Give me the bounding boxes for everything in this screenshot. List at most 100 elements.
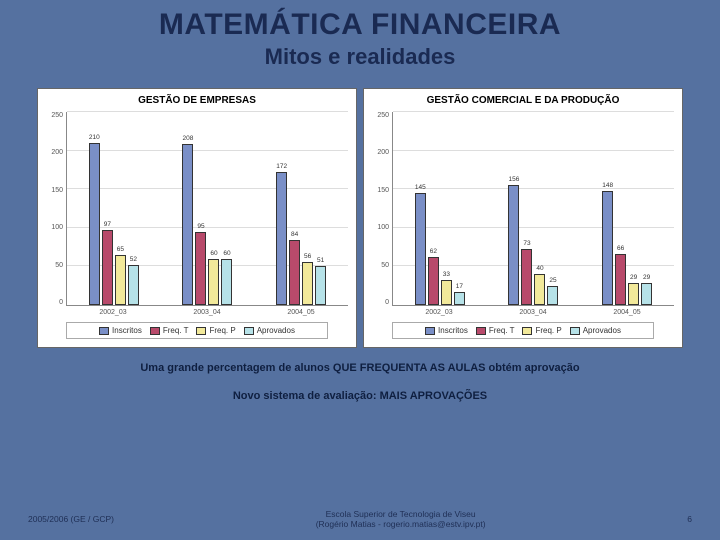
legend-item: Freq. P bbox=[196, 326, 235, 335]
body-line-2: Novo sistema de avaliação: MAIS APROVAÇÕ… bbox=[0, 390, 720, 402]
bar: 40 bbox=[534, 274, 545, 305]
legend-item: Inscritos bbox=[425, 326, 468, 335]
footer: 2005/2006 (GE / GCP) Escola Superior de … bbox=[0, 509, 720, 530]
footer-center-line2: (Rogério Matias - rogerio.matias@estv.ip… bbox=[316, 519, 486, 530]
bar-value-label: 56 bbox=[304, 253, 311, 260]
bar-value-label: 95 bbox=[197, 223, 204, 230]
bar-value-label: 66 bbox=[617, 245, 624, 252]
bar: 65 bbox=[115, 255, 126, 305]
bar-group: 208956060 bbox=[182, 112, 232, 305]
y-tick-label: 50 bbox=[381, 262, 389, 269]
bar: 60 bbox=[208, 259, 219, 305]
main-title: MATEMÁTICA FINANCEIRA bbox=[0, 0, 720, 42]
y-tick-label: 100 bbox=[377, 224, 389, 231]
x-tick-label: 2003_04 bbox=[193, 309, 220, 316]
y-tick-label: 150 bbox=[51, 187, 63, 194]
footer-left: 2005/2006 (GE / GCP) bbox=[28, 514, 114, 524]
y-tick-label: 200 bbox=[377, 149, 389, 156]
bar-value-label: 29 bbox=[643, 274, 650, 281]
plot-area: 145623317156734025148662929 bbox=[392, 112, 674, 306]
bar-value-label: 29 bbox=[630, 274, 637, 281]
bar-groups: 210976552208956060172845651 bbox=[67, 112, 348, 305]
chart-title: GESTÃO DE EMPRESAS bbox=[38, 89, 356, 110]
body-line-1: Uma grande percentagem de alunos QUE FRE… bbox=[0, 362, 720, 374]
legend-item: Inscritos bbox=[99, 326, 142, 335]
bar: 210 bbox=[89, 143, 100, 305]
legend-label: Freq. P bbox=[209, 326, 235, 335]
charts-row: GESTÃO DE EMPRESAS0501001502002502109765… bbox=[0, 88, 720, 348]
plot-wrap: 0501001502002502109765522089560601728456… bbox=[38, 110, 356, 306]
legend-item: Freq. T bbox=[476, 326, 515, 335]
y-tick-label: 250 bbox=[377, 112, 389, 119]
legend-item: Aprovados bbox=[244, 326, 295, 335]
bar-value-label: 25 bbox=[549, 277, 556, 284]
bar: 156 bbox=[508, 185, 519, 305]
bar-value-label: 62 bbox=[430, 248, 437, 255]
bar: 66 bbox=[615, 254, 626, 305]
plot-area: 210976552208956060172845651 bbox=[66, 112, 348, 306]
legend-swatch bbox=[570, 327, 580, 335]
legend-label: Freq. T bbox=[163, 326, 189, 335]
legend-label: Inscritos bbox=[438, 326, 468, 335]
chart-legend: Inscritos Freq. T Freq. P Aprovados bbox=[392, 322, 654, 339]
bar-groups: 145623317156734025148662929 bbox=[393, 112, 674, 305]
bar: 25 bbox=[547, 286, 558, 305]
bar: 60 bbox=[221, 259, 232, 305]
legend-label: Freq. T bbox=[489, 326, 515, 335]
legend-item: Freq. T bbox=[150, 326, 189, 335]
bar-value-label: 52 bbox=[130, 256, 137, 263]
bar-value-label: 145 bbox=[415, 184, 426, 191]
bar: 208 bbox=[182, 144, 193, 305]
bar-value-label: 156 bbox=[509, 176, 520, 183]
bar-value-label: 208 bbox=[183, 135, 194, 142]
y-tick-label: 200 bbox=[51, 149, 63, 156]
bar-value-label: 60 bbox=[210, 250, 217, 257]
legend-swatch bbox=[150, 327, 160, 335]
bar-group: 156734025 bbox=[508, 112, 558, 305]
bar-value-label: 65 bbox=[117, 246, 124, 253]
bar: 33 bbox=[441, 280, 452, 305]
bar: 148 bbox=[602, 191, 613, 305]
sub-title: Mitos e realidades bbox=[0, 42, 720, 70]
y-tick-label: 0 bbox=[59, 299, 63, 306]
y-axis: 050100150200250 bbox=[44, 112, 66, 306]
bar: 56 bbox=[302, 262, 313, 305]
footer-center: Escola Superior de Tecnologia de Viseu (… bbox=[316, 509, 486, 530]
bar: 84 bbox=[289, 240, 300, 305]
bar-value-label: 73 bbox=[523, 240, 530, 247]
bar: 29 bbox=[628, 283, 639, 305]
bar-value-label: 84 bbox=[291, 231, 298, 238]
x-tick-label: 2003_04 bbox=[519, 309, 546, 316]
bar: 172 bbox=[276, 172, 287, 305]
legend-label: Freq. P bbox=[535, 326, 561, 335]
legend-item: Freq. P bbox=[522, 326, 561, 335]
x-tick-label: 2002_03 bbox=[99, 309, 126, 316]
bar: 97 bbox=[102, 230, 113, 305]
bar: 29 bbox=[641, 283, 652, 305]
legend-swatch bbox=[476, 327, 486, 335]
bar-value-label: 40 bbox=[536, 265, 543, 272]
y-tick-label: 50 bbox=[55, 262, 63, 269]
bar: 62 bbox=[428, 257, 439, 305]
bar-value-label: 60 bbox=[223, 250, 230, 257]
bar-group: 172845651 bbox=[276, 112, 326, 305]
bar: 95 bbox=[195, 232, 206, 305]
bar-group: 148662929 bbox=[602, 112, 652, 305]
legend-swatch bbox=[425, 327, 435, 335]
legend-swatch bbox=[244, 327, 254, 335]
bar-value-label: 148 bbox=[602, 182, 613, 189]
bar: 145 bbox=[415, 193, 426, 305]
bar: 73 bbox=[521, 249, 532, 305]
bar-value-label: 51 bbox=[317, 257, 324, 264]
x-axis: 2002_032003_042004_05 bbox=[364, 306, 682, 316]
legend-label: Aprovados bbox=[257, 326, 295, 335]
x-tick-label: 2004_05 bbox=[287, 309, 314, 316]
legend-swatch bbox=[99, 327, 109, 335]
x-tick-label: 2004_05 bbox=[613, 309, 640, 316]
legend-label: Aprovados bbox=[583, 326, 621, 335]
bar: 51 bbox=[315, 266, 326, 305]
bar-value-label: 17 bbox=[456, 283, 463, 290]
bar: 52 bbox=[128, 265, 139, 305]
y-tick-label: 100 bbox=[51, 224, 63, 231]
y-tick-label: 150 bbox=[377, 187, 389, 194]
